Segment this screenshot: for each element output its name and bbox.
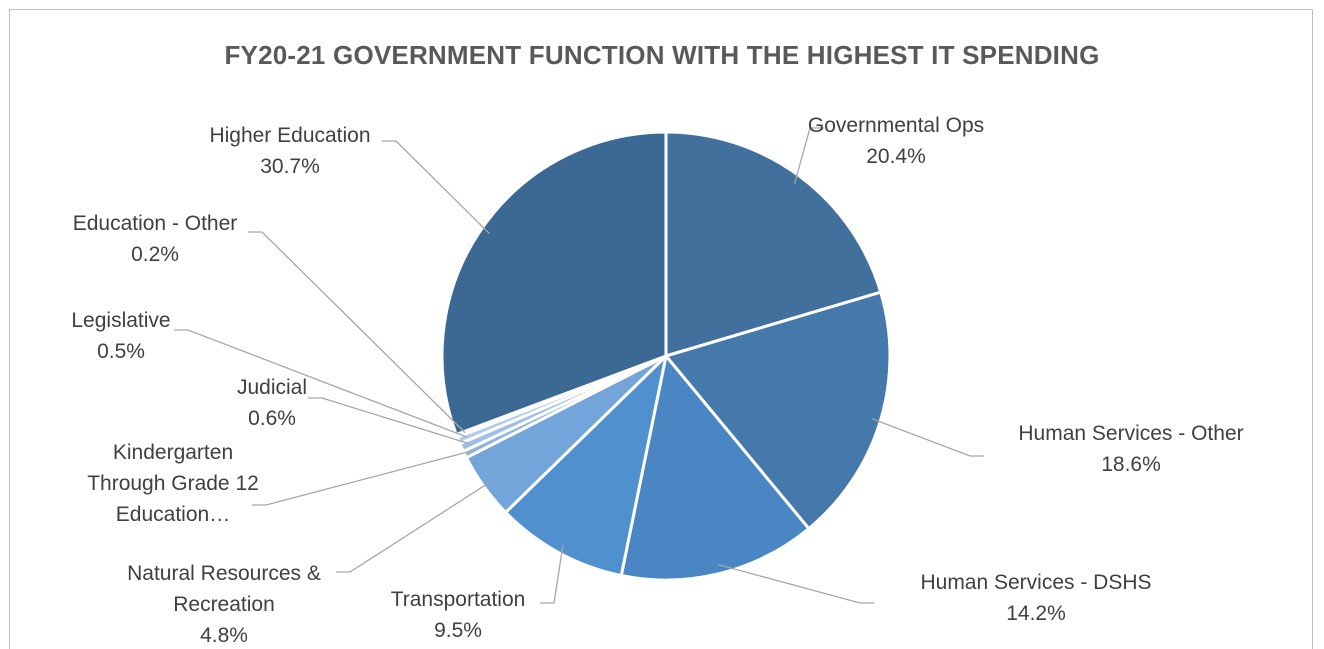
slice-percent-label: 9.5% [434, 619, 482, 642]
pie-slice-human-services-dshs [619, 354, 811, 582]
leader-line [540, 544, 564, 604]
leader-lines [174, 127, 984, 604]
pie-slices [440, 130, 892, 582]
slice-name-label: Governmental Ops [808, 114, 984, 137]
slice-percent-label: 20.4% [866, 145, 926, 168]
chart-title: FY20-21 GOVERNMENT FUNCTION WITH THE HIG… [224, 40, 1100, 70]
slice-percent-label: 4.8% [200, 624, 248, 645]
slice-percent-label: 18.6% [1101, 453, 1161, 476]
slice-name-label: Judicial [237, 376, 307, 399]
leader-line [308, 397, 470, 445]
leader-line [252, 449, 474, 506]
slice-percent-label: 14.2% [1006, 602, 1066, 625]
slice-percent-label: 0.2% [131, 243, 179, 266]
slice-name-label: Legislative [71, 309, 170, 332]
leader-line [717, 563, 874, 604]
leader-line [382, 140, 490, 234]
slice-name-label: Recreation [173, 593, 275, 616]
leader-line [248, 231, 466, 434]
slice-name-label: Higher Education [209, 124, 370, 147]
leader-line [174, 329, 468, 438]
slice-labels: Governmental Ops 20.4% Human Services - Ot… [71, 114, 1243, 645]
slice-percent-label: 0.6% [248, 407, 296, 430]
slice-percent-label: 30.7% [260, 155, 320, 178]
slice-name-label: Human Services - Other [1018, 422, 1243, 445]
leader-line [336, 480, 492, 573]
slice-name-label: Education - Other [73, 212, 238, 235]
pie-slice-transportation [504, 354, 668, 577]
pie-slice-governmental-ops [664, 130, 883, 358]
slice-percent-label: 0.5% [97, 340, 145, 363]
pie-slice-higher-education [440, 130, 668, 437]
leader-line [793, 127, 824, 184]
slice-name-label: Through Grade 12 [87, 472, 259, 495]
slice-name-label: Natural Resources & [127, 562, 321, 585]
leader-line [871, 417, 984, 457]
slice-name-label: Kindergarten [113, 441, 233, 464]
slice-name-label: Education… [116, 503, 230, 526]
slice-name-label: Transportation [391, 588, 526, 611]
slice-name-label: Human Services - DSHS [920, 571, 1151, 594]
